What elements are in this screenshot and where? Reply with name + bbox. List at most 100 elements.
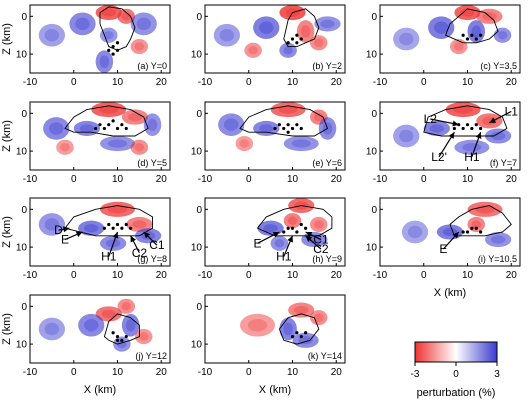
x-tick-label: -10 (198, 77, 213, 88)
perturbation-core (224, 118, 239, 131)
y-tick-label: 10 (191, 147, 203, 158)
panel-label: (h) Y=9 (312, 254, 342, 264)
x-tick-label: 0 (246, 77, 252, 88)
perturbation-blob (69, 12, 96, 36)
x-tick-label: 20 (156, 77, 168, 88)
earthquake-hypocenter (452, 126, 456, 131)
perturbation-core (399, 32, 414, 46)
perturbation-core (429, 124, 445, 133)
perturbation-blob (445, 102, 481, 118)
annotation-arrowhead (63, 226, 70, 233)
perturbation-core (263, 224, 278, 233)
earthquake-hypocenter (102, 126, 106, 131)
perturbation-blob (213, 23, 240, 47)
earthquake-hypocenter (299, 334, 303, 339)
earthquake-hypocenter (474, 123, 478, 127)
panel-label: (a) Y=0 (137, 61, 167, 71)
perturbation-core (291, 139, 311, 148)
earthquake-hypocenter (461, 33, 465, 37)
x-tick-label: -10 (23, 77, 38, 88)
perturbation-core (434, 21, 449, 34)
perturbation-core (239, 139, 250, 148)
x-tick-label: 0 (71, 270, 77, 281)
earthquake-hypocenter (282, 230, 286, 234)
perturbation-core (471, 25, 482, 38)
panel-label: (e) Y=6 (312, 158, 342, 168)
cb-tick-mid: 0 (453, 369, 459, 380)
earthquake-hypocenter (277, 123, 281, 127)
perturbation-core (49, 122, 64, 135)
annotation-label: E (61, 233, 69, 247)
panel-4: (e) Y=6 0 10 -10 0 10 20 (191, 101, 346, 185)
y-axis-label: Z (km) (1, 216, 13, 248)
x-tick-label: 10 (462, 77, 474, 88)
perturbation-blob (78, 313, 105, 337)
annotation-arrowhead (489, 117, 497, 123)
x-tick-label: 20 (506, 174, 518, 185)
perturbation-core (79, 124, 95, 133)
earthquake-hypocenter (129, 226, 133, 230)
panel-field-3 (43, 102, 162, 155)
panel-9: (j) Y=12 0 10 -10 0 10 20 Z (km) X (km) (1, 294, 171, 396)
perturbation-core (294, 305, 309, 315)
annotation-arrowhead (452, 232, 459, 239)
y-tick-label: 10 (366, 243, 378, 254)
perturbation-blob (423, 120, 450, 136)
earthquake-hypocenter (120, 226, 124, 230)
colorbar: -3 0 3 perturbation (%) (411, 341, 500, 399)
y-tick-label: 10 (16, 243, 28, 254)
y-tick-label: 0 (21, 12, 27, 23)
panel-frame (204, 4, 346, 74)
earthquake-hypocenter (115, 48, 120, 52)
earthquake-hypocenter (290, 226, 295, 230)
earthquake-hypocenter (98, 123, 102, 127)
earthquake-hypocenter (107, 48, 111, 52)
annotation-label: C1 (313, 233, 329, 247)
perturbation-core (278, 105, 298, 114)
perturbation-blob (117, 8, 135, 24)
earthquake-hypocenter (299, 37, 303, 41)
panel-label: (c) Y=3.5 (480, 61, 517, 71)
earthquake-hypocenter (107, 123, 111, 127)
perturbation-blob (100, 201, 135, 217)
earthquake-hypocenter (111, 226, 115, 230)
perturbation-core (259, 124, 274, 133)
perturbation-blob (38, 317, 65, 341)
perturbation-blob (95, 50, 114, 73)
annotation-arrowhead (287, 235, 293, 243)
perturbation-blob (253, 16, 280, 39)
annotation-arrowhead (130, 235, 136, 243)
perturbation-blob (117, 298, 135, 314)
annotation-label: E (439, 242, 447, 256)
earthquake-hypocenter (299, 126, 303, 131)
perturbation-blob (454, 139, 490, 155)
perturbation-core (125, 318, 136, 332)
panel-field-2 (393, 5, 512, 55)
earthquake-hypocenter (465, 123, 470, 127)
earthquake-hypocenter (304, 226, 308, 230)
earthquake-hypocenter (124, 126, 128, 131)
x-tick-label: 0 (246, 174, 252, 185)
perturbation-core (44, 218, 60, 231)
perturbation-blob (288, 302, 315, 318)
earthquake-hypocenter (470, 33, 474, 37)
resolution-contour (278, 313, 320, 345)
panel-label: (d) Y=5 (137, 158, 167, 168)
x-tick-label: 10 (112, 77, 124, 88)
x-tick-label: 0 (246, 367, 252, 378)
colorbar-label: perturbation (%) (417, 387, 496, 399)
x-tick-label: 0 (71, 174, 77, 185)
x-tick-label: 10 (112, 174, 124, 185)
perturbation-core (138, 332, 149, 341)
annotation-label: L1 (505, 104, 519, 118)
perturbation-core (101, 309, 116, 319)
x-tick-label: -10 (23, 270, 38, 281)
annotation-label: E (253, 236, 261, 250)
panel-frame (29, 4, 171, 74)
earthquake-hypocenter (474, 37, 478, 41)
perturbation-core (103, 31, 114, 40)
panel-frame (204, 197, 346, 267)
earthquake-hypocenter (304, 331, 308, 335)
